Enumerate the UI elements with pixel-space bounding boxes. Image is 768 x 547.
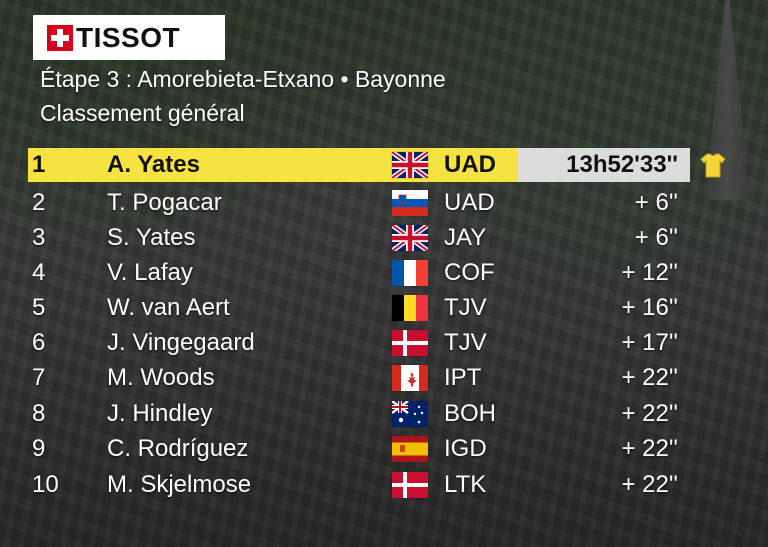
gb-flag-icon: [392, 225, 428, 251]
brand-name: TISSOT: [76, 21, 181, 53]
rider-name: J. Vingegaard: [107, 329, 255, 356]
team-code: TJV: [444, 329, 487, 356]
team-code: COF: [444, 259, 495, 286]
standing-row: 6 J. Vingegaard TJV + 17'': [28, 327, 690, 359]
rank: 5: [32, 294, 46, 321]
rider-name: A. Yates: [107, 151, 200, 178]
swiss-cross-icon: [47, 24, 73, 51]
rider-name: V. Lafay: [107, 259, 193, 286]
dk-flag-icon: [392, 472, 428, 498]
time-gap: + 6'': [634, 224, 678, 251]
rank: 2: [32, 189, 46, 216]
dk-flag-icon: [392, 330, 428, 356]
rider-name: W. van Aert: [107, 294, 230, 321]
standing-row: 10 M. Skjelmose LTK + 22'': [28, 469, 690, 501]
team-code: IPT: [444, 364, 482, 391]
classification-title: Classement général: [40, 100, 245, 126]
time-gap: + 22'': [621, 400, 678, 427]
rank: 1: [32, 151, 46, 178]
time-gap: + 16'': [621, 294, 678, 321]
ca-flag-icon: [392, 365, 428, 391]
standing-row: 4 V. Lafay COF + 12'': [28, 257, 690, 289]
rank: 4: [32, 259, 46, 286]
team-code: BOH: [444, 400, 497, 427]
gb-flag-icon: [392, 152, 428, 178]
rank: 10: [32, 471, 59, 498]
rank: 8: [32, 400, 46, 427]
rider-name: C. Rodríguez: [107, 435, 249, 462]
time-gap: + 12'': [621, 259, 678, 286]
rider-name: M. Woods: [107, 364, 215, 391]
team-code: UAD: [444, 189, 495, 216]
si-flag-icon: [392, 190, 428, 216]
tissot-logo: TISSOT: [33, 15, 225, 60]
au-flag-icon: [392, 401, 428, 427]
total-time: 13h52'33'': [566, 151, 678, 178]
standing-row: 2 T. Pogacar UAD + 6'': [28, 187, 690, 219]
rank: 7: [32, 364, 46, 391]
yellow-jersey-icon: [700, 153, 726, 178]
rank: 6: [32, 329, 46, 356]
team-code: LTK: [444, 471, 487, 498]
rider-name: T. Pogacar: [107, 189, 222, 216]
rider-name: J. Hindley: [107, 400, 213, 427]
time-gap: + 17'': [621, 329, 678, 356]
standing-row: 9 C. Rodríguez IGD + 22'': [28, 433, 690, 465]
rank: 9: [32, 435, 46, 462]
team-code: TJV: [444, 294, 487, 321]
es-flag-icon: [392, 436, 428, 462]
standing-row: 7 M. Woods IPT + 22'': [28, 362, 690, 394]
leader-row: 1 A. Yates UAD 13h52'33'': [28, 149, 690, 181]
stage-title: Étape 3 : Amorebieta-Etxano • Bayonne: [40, 66, 446, 92]
time-gap: + 22'': [621, 471, 678, 498]
be-flag-icon: [392, 295, 428, 321]
fr-flag-icon: [392, 260, 428, 286]
rank: 3: [32, 224, 46, 251]
rider-name: M. Skjelmose: [107, 471, 252, 498]
leader-time-box: [518, 148, 690, 182]
time-gap: + 6'': [634, 189, 678, 216]
time-gap: + 22'': [621, 435, 678, 462]
time-gap: + 22'': [621, 364, 678, 391]
team-code: JAY: [444, 224, 487, 251]
rider-name: S. Yates: [107, 224, 196, 251]
leader-highlight: [28, 148, 518, 182]
team-code: IGD: [444, 435, 487, 462]
standing-row: 8 J. Hindley BOH + 22'': [28, 398, 690, 430]
standing-row: 3 S. Yates JAY + 6'': [28, 222, 690, 254]
team-code: UAD: [444, 151, 496, 178]
standing-row: 5 W. van Aert TJV + 16'': [28, 292, 690, 324]
